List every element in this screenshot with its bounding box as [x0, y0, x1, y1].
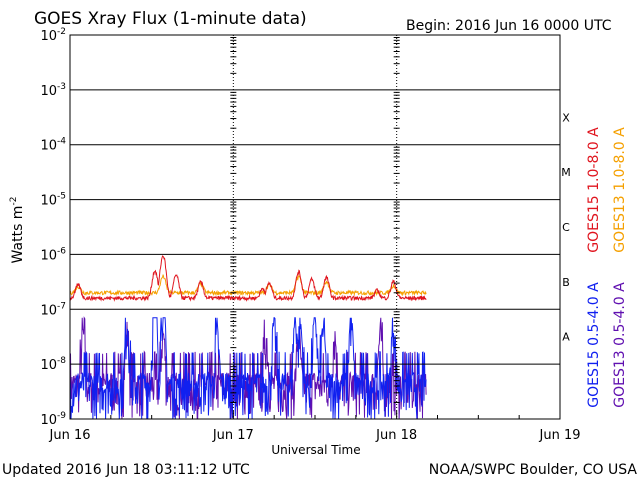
x-tick-label: Jun 19: [539, 428, 581, 443]
legend-entry: GOES15 0.5-4.0 A: [586, 282, 602, 408]
flare-class-label: B: [562, 276, 570, 289]
y-tick-label: 10-5: [40, 192, 66, 209]
y-tick-label: 10-3: [40, 82, 66, 99]
begin-label: Begin: 2016 Jun 16 0000 UTC: [406, 18, 612, 34]
flare-class-label: X: [562, 111, 570, 124]
flare-class-label: M: [561, 166, 571, 179]
series-line: [69, 255, 427, 302]
y-tick-label: 10-8: [40, 356, 66, 373]
chart-title: GOES Xray Flux (1-minute data): [34, 9, 307, 29]
y-axis-label: Watts m-2: [9, 197, 26, 264]
y-tick-labels: 10-2 10-3 10-4 10-5 10-6 10-7 10-8 10-9: [40, 27, 66, 428]
x-tick-label: Jun 17: [212, 428, 254, 443]
plot-frame: [69, 34, 561, 420]
x-tick-label: Jun 16: [49, 428, 91, 443]
series-layer: [69, 255, 427, 420]
updated-timestamp: Updated 2016 Jun 18 03:11:12 UTC: [2, 462, 250, 478]
x-tick-labels: Jun 16 Jun 17 Jun 18 Jun 19: [49, 428, 581, 443]
legend-entry: GOES13 1.0-8.0 A: [612, 127, 628, 253]
y-tick-label: 10-2: [40, 27, 66, 44]
series-line: [69, 317, 427, 420]
series-line: [69, 274, 427, 297]
flare-class-label: A: [562, 331, 570, 344]
x-axis-label: Universal Time: [271, 443, 360, 457]
flare-class-label: C: [562, 221, 570, 234]
credit-label: NOAA/SWPC Boulder, CO USA: [429, 462, 638, 478]
flare-class-labels: X M C B A: [561, 111, 571, 343]
y-tick-label: 10-7: [40, 301, 66, 318]
x-tick-label: Jun 18: [375, 428, 417, 443]
y-tick-label: 10-9: [40, 411, 66, 428]
legend-entry: GOES13 0.5-4.0 A: [612, 282, 628, 408]
y-tick-label: 10-6: [40, 246, 66, 263]
legend-entry: GOES15 1.0-8.0 A: [586, 127, 602, 253]
y-tick-label: 10-4: [40, 137, 66, 154]
legend: GOES15 1.0-8.0 A GOES13 1.0-8.0 A GOES15 0…: [586, 127, 628, 408]
grid-layer: [69, 35, 561, 419]
